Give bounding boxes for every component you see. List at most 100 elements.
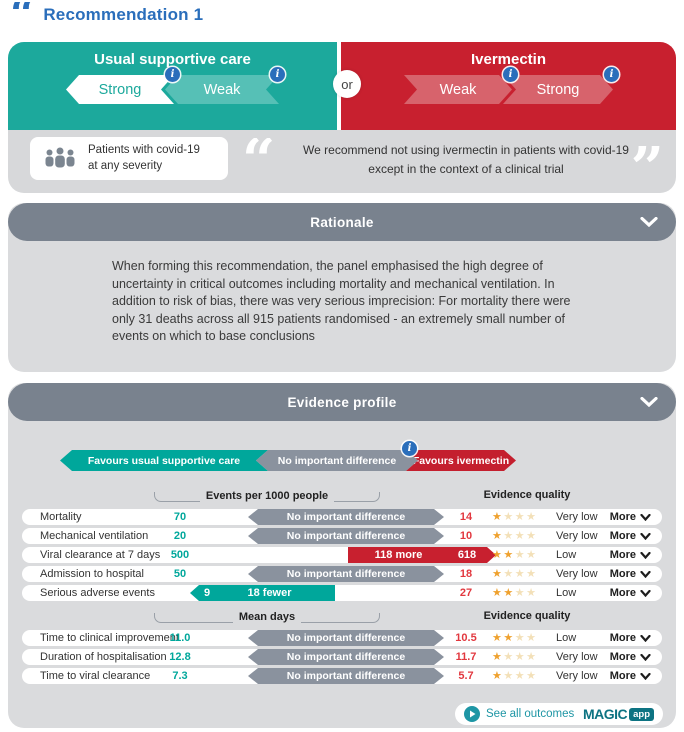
left-value: 50	[173, 568, 187, 580]
no-difference-arrow: No important difference	[248, 566, 444, 582]
more-label[interactable]: More	[609, 587, 636, 599]
more-label[interactable]: More	[609, 568, 636, 580]
star-empty-icon: ★	[503, 670, 515, 682]
chevron-down-icon[interactable]	[640, 397, 658, 407]
quality-label: Very low	[556, 568, 598, 580]
group-header: Events per 1000 people Evidence quality	[22, 487, 662, 506]
left-value: 500	[170, 549, 190, 561]
evidence-quality-header: Evidence quality	[483, 489, 571, 501]
chevron-down-icon[interactable]	[640, 589, 651, 597]
quality-stars: ★★★★	[492, 509, 538, 525]
info-icon[interactable]: i	[604, 67, 619, 82]
chevron-down-icon[interactable]	[640, 532, 651, 540]
chevron-down-icon[interactable]	[640, 551, 651, 559]
magicapp-logo: MAGIC app	[583, 706, 654, 722]
left-value: 9	[204, 587, 211, 599]
more-button[interactable]: More	[610, 668, 651, 684]
left-value: 11.0	[169, 632, 191, 644]
intervention-right-title: Ivermectin	[470, 51, 547, 68]
outcome-row: Mortality 70 No important difference 14 ★★★★…	[22, 509, 662, 525]
outcome-label: Time to clinical improvement	[40, 632, 179, 644]
chevron-down-icon[interactable]	[640, 217, 658, 227]
outcomes-footer: See all outcomes MAGIC app	[455, 703, 663, 725]
see-all-outcomes-link[interactable]: See all outcomes	[486, 708, 575, 720]
evidence-profile-header[interactable]: Evidence profile	[8, 383, 676, 421]
more-label[interactable]: More	[609, 549, 636, 561]
population-text: Patients with covid-19 at any severity	[88, 143, 200, 172]
quality-stars: ★★★★	[492, 547, 538, 563]
star-empty-icon: ★	[503, 568, 515, 580]
star-empty-icon: ★	[503, 530, 515, 542]
chevron-down-icon[interactable]	[640, 513, 651, 521]
right-value: 27	[459, 587, 473, 599]
more-button[interactable]: More	[610, 585, 651, 601]
star-empty-icon: ★	[514, 632, 527, 644]
group-title: Mean days	[238, 611, 296, 623]
right-value: 11.7	[455, 651, 477, 663]
more-button[interactable]: More	[610, 630, 651, 646]
more-button[interactable]: More	[610, 547, 651, 563]
info-icon[interactable]: i	[402, 441, 417, 456]
info-icon[interactable]: i	[165, 67, 180, 82]
left-value: 12.8	[169, 651, 191, 663]
info-icon[interactable]: i	[503, 67, 518, 82]
right-value: 10.5	[455, 632, 477, 644]
right-value: 14	[459, 511, 473, 523]
outcome-label: Viral clearance at 7 days	[40, 549, 161, 561]
more-label[interactable]: More	[609, 511, 636, 523]
or-divider: or	[333, 70, 361, 98]
chevron-down-icon[interactable]	[640, 634, 651, 642]
population-panel: Patients with covid-19 at any severity “…	[8, 130, 676, 193]
more-label[interactable]: More	[609, 651, 636, 663]
more-label[interactable]: More	[609, 530, 636, 542]
star-empty-icon: ★	[514, 568, 527, 580]
intervention-left-title: Usual supportive care	[94, 51, 251, 68]
play-icon[interactable]	[464, 706, 480, 722]
group-title: Events per 1000 people	[205, 490, 329, 502]
right-value: 18	[459, 568, 473, 580]
quality-stars: ★★★★	[492, 566, 538, 582]
star-empty-icon: ★	[526, 670, 538, 682]
chevron-down-icon[interactable]	[640, 570, 651, 578]
recommendation-quote: We recommend not using ivermectin in pat…	[303, 143, 629, 177]
bracket: Mean days	[154, 609, 380, 626]
star-empty-icon: ★	[526, 568, 538, 580]
open-quote-icon: “	[242, 138, 276, 172]
weak-recommendation-option[interactable]: Weak i	[404, 67, 518, 104]
outcome-row: Duration of hospitalisation 12.8 No import…	[22, 649, 662, 665]
star-empty-icon: ★	[526, 511, 538, 523]
star-empty-icon: ★	[514, 587, 527, 599]
no-difference-arrow: No important difference	[248, 668, 444, 684]
page-header: “ Recommendation 1	[10, 2, 203, 26]
comparison-card: Usual supportive care Strong i Weak i Iv…	[8, 42, 676, 193]
more-button[interactable]: More	[610, 509, 651, 525]
star-empty-icon: ★	[526, 549, 538, 561]
star-empty-icon: ★	[514, 549, 527, 561]
info-icon[interactable]: i	[270, 67, 285, 82]
evidence-table: Events per 1000 people Evidence quality Mo…	[8, 487, 676, 687]
more-label[interactable]: More	[609, 632, 636, 644]
right-value: 5.7	[458, 670, 474, 682]
star-filled-icon: ★	[492, 511, 504, 523]
quality-label: Low	[556, 549, 577, 561]
evidence-quality-header: Evidence quality	[483, 610, 571, 622]
weak-recommendation-option[interactable]: Weak i	[165, 67, 285, 104]
quality-stars: ★★★★	[492, 585, 538, 601]
page-title: Recommendation 1	[43, 5, 204, 24]
more-label[interactable]: More	[609, 670, 636, 682]
star-filled-icon: ★	[492, 530, 504, 542]
more-button[interactable]: More	[610, 528, 651, 544]
favours-right-arrow: Favours ivermectin	[406, 450, 516, 471]
strong-recommendation-option[interactable]: Strong i	[66, 67, 180, 104]
star-empty-icon: ★	[503, 651, 515, 663]
strong-recommendation-option[interactable]: Strong i	[503, 67, 619, 104]
outcome-label: Time to viral clearance	[40, 670, 151, 682]
rationale-header[interactable]: Rationale	[8, 203, 676, 241]
no-difference-arrow: No important difference	[248, 509, 444, 525]
quality-label: Very low	[556, 511, 598, 523]
more-button[interactable]: More	[610, 649, 651, 665]
rationale-text: When forming this recommendation, the pa…	[112, 259, 571, 343]
chevron-down-icon[interactable]	[640, 653, 651, 661]
chevron-down-icon[interactable]	[640, 672, 651, 680]
more-button[interactable]: More	[610, 566, 651, 582]
